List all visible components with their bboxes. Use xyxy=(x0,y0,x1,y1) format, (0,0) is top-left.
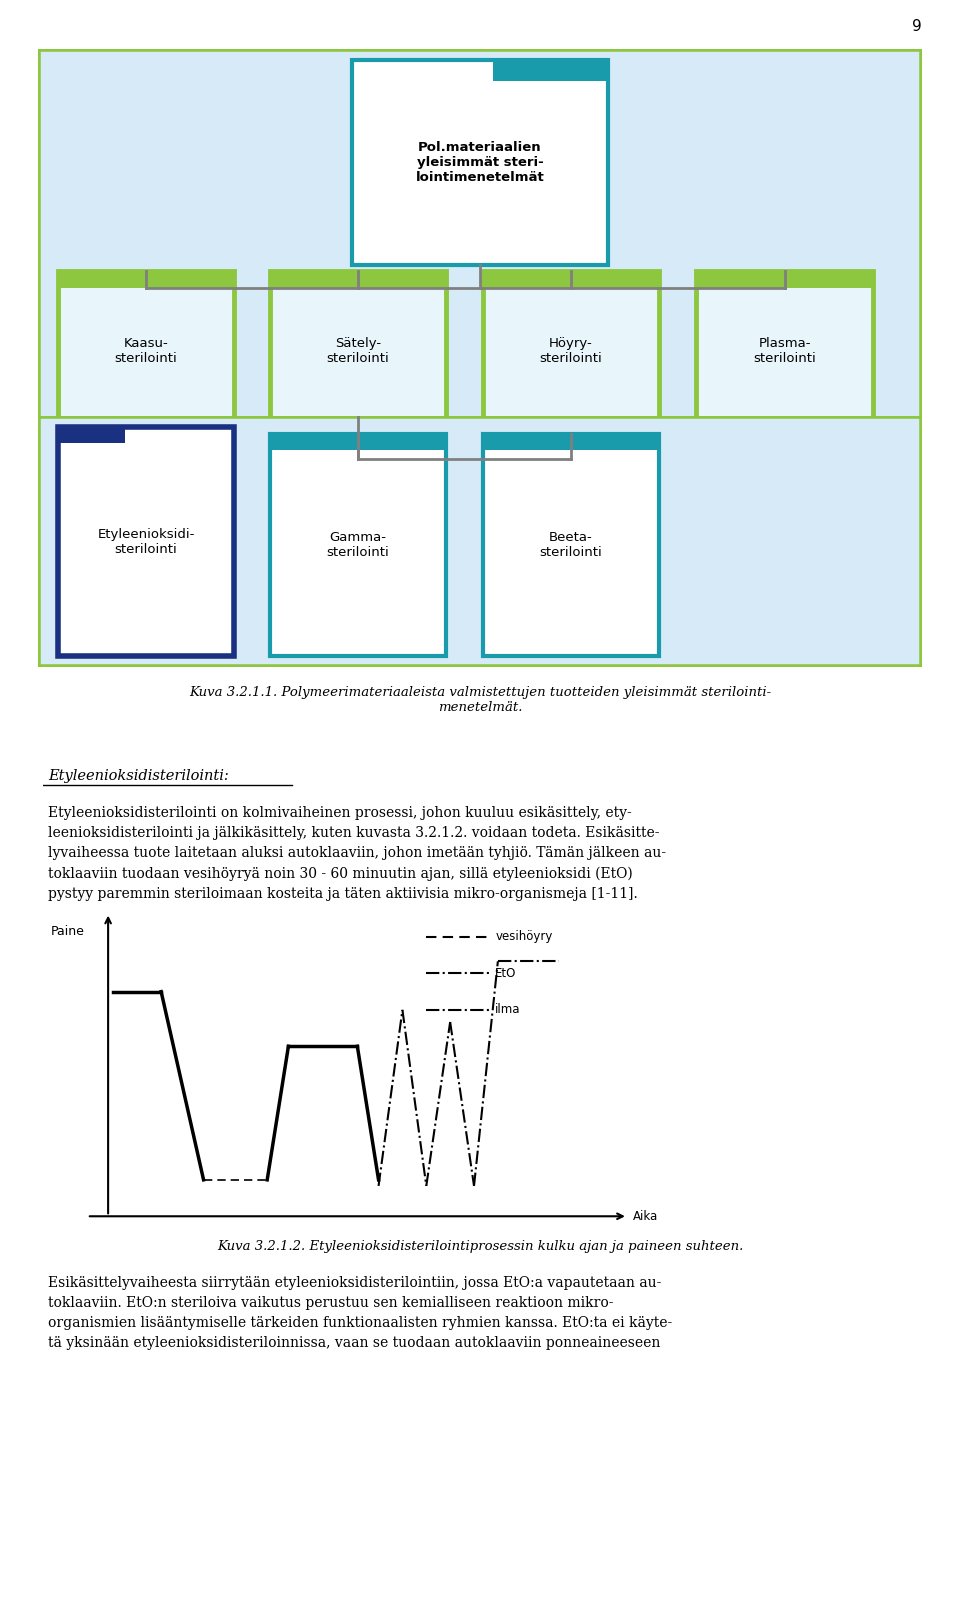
FancyBboxPatch shape xyxy=(58,427,234,656)
FancyBboxPatch shape xyxy=(58,270,234,288)
Text: Esikäsittelyvaiheesta siirrytään etyleenioksidisterilointiin, jossa EtO:a vapaut: Esikäsittelyvaiheesta siirrytään etyleen… xyxy=(48,1276,672,1350)
Text: 9: 9 xyxy=(912,19,922,34)
Text: Plasma-
sterilointi: Plasma- sterilointi xyxy=(754,337,816,364)
FancyBboxPatch shape xyxy=(483,270,660,288)
FancyBboxPatch shape xyxy=(483,434,660,656)
FancyBboxPatch shape xyxy=(696,270,873,288)
Text: Beeta-
sterilointi: Beeta- sterilointi xyxy=(540,531,602,559)
Text: Kuva 3.2.1.1. Polymeerimateriaaleista valmistettujen tuotteiden yleisimmät steri: Kuva 3.2.1.1. Polymeerimateriaaleista va… xyxy=(189,686,771,714)
FancyBboxPatch shape xyxy=(270,270,446,288)
FancyBboxPatch shape xyxy=(492,60,608,81)
Text: Sätely-
sterilointi: Sätely- sterilointi xyxy=(326,337,390,364)
FancyBboxPatch shape xyxy=(696,270,873,423)
Text: Kaasu-
sterilointi: Kaasu- sterilointi xyxy=(115,337,178,364)
Text: Höyry-
sterilointi: Höyry- sterilointi xyxy=(540,337,602,364)
FancyBboxPatch shape xyxy=(483,270,660,423)
Text: ilma: ilma xyxy=(495,1004,520,1017)
Text: EtO: EtO xyxy=(495,967,516,979)
FancyBboxPatch shape xyxy=(38,416,922,667)
Text: Pol.materiaalien
yleisimmät steri-
lointimenetelmät: Pol.materiaalien yleisimmät steri- loint… xyxy=(416,141,544,185)
FancyBboxPatch shape xyxy=(38,49,922,429)
Text: Paine: Paine xyxy=(50,924,84,937)
Text: Etyleenioksidisterilointi on kolmivaiheinen prosessi, johon kuuluu esikäsittely,: Etyleenioksidisterilointi on kolmivaihei… xyxy=(48,806,666,902)
Text: vesihöyry: vesihöyry xyxy=(495,931,553,944)
FancyBboxPatch shape xyxy=(483,434,660,450)
Text: Kuva 3.2.1.2. Etyleenioksidisterilointiprosessin kulku ajan ja paineen suhteen.: Kuva 3.2.1.2. Etyleenioksidisterilointip… xyxy=(217,1240,743,1253)
Text: Etyleenioksidisterilointi:: Etyleenioksidisterilointi: xyxy=(48,769,228,784)
FancyBboxPatch shape xyxy=(58,427,125,442)
FancyBboxPatch shape xyxy=(270,270,446,423)
FancyBboxPatch shape xyxy=(58,270,234,423)
FancyBboxPatch shape xyxy=(352,60,608,266)
FancyBboxPatch shape xyxy=(270,434,446,656)
Text: Gamma-
sterilointi: Gamma- sterilointi xyxy=(326,531,390,559)
FancyBboxPatch shape xyxy=(270,434,446,450)
Text: Etyleenioksidi-
sterilointi: Etyleenioksidi- sterilointi xyxy=(98,528,195,555)
Text: Aika: Aika xyxy=(633,1209,659,1222)
